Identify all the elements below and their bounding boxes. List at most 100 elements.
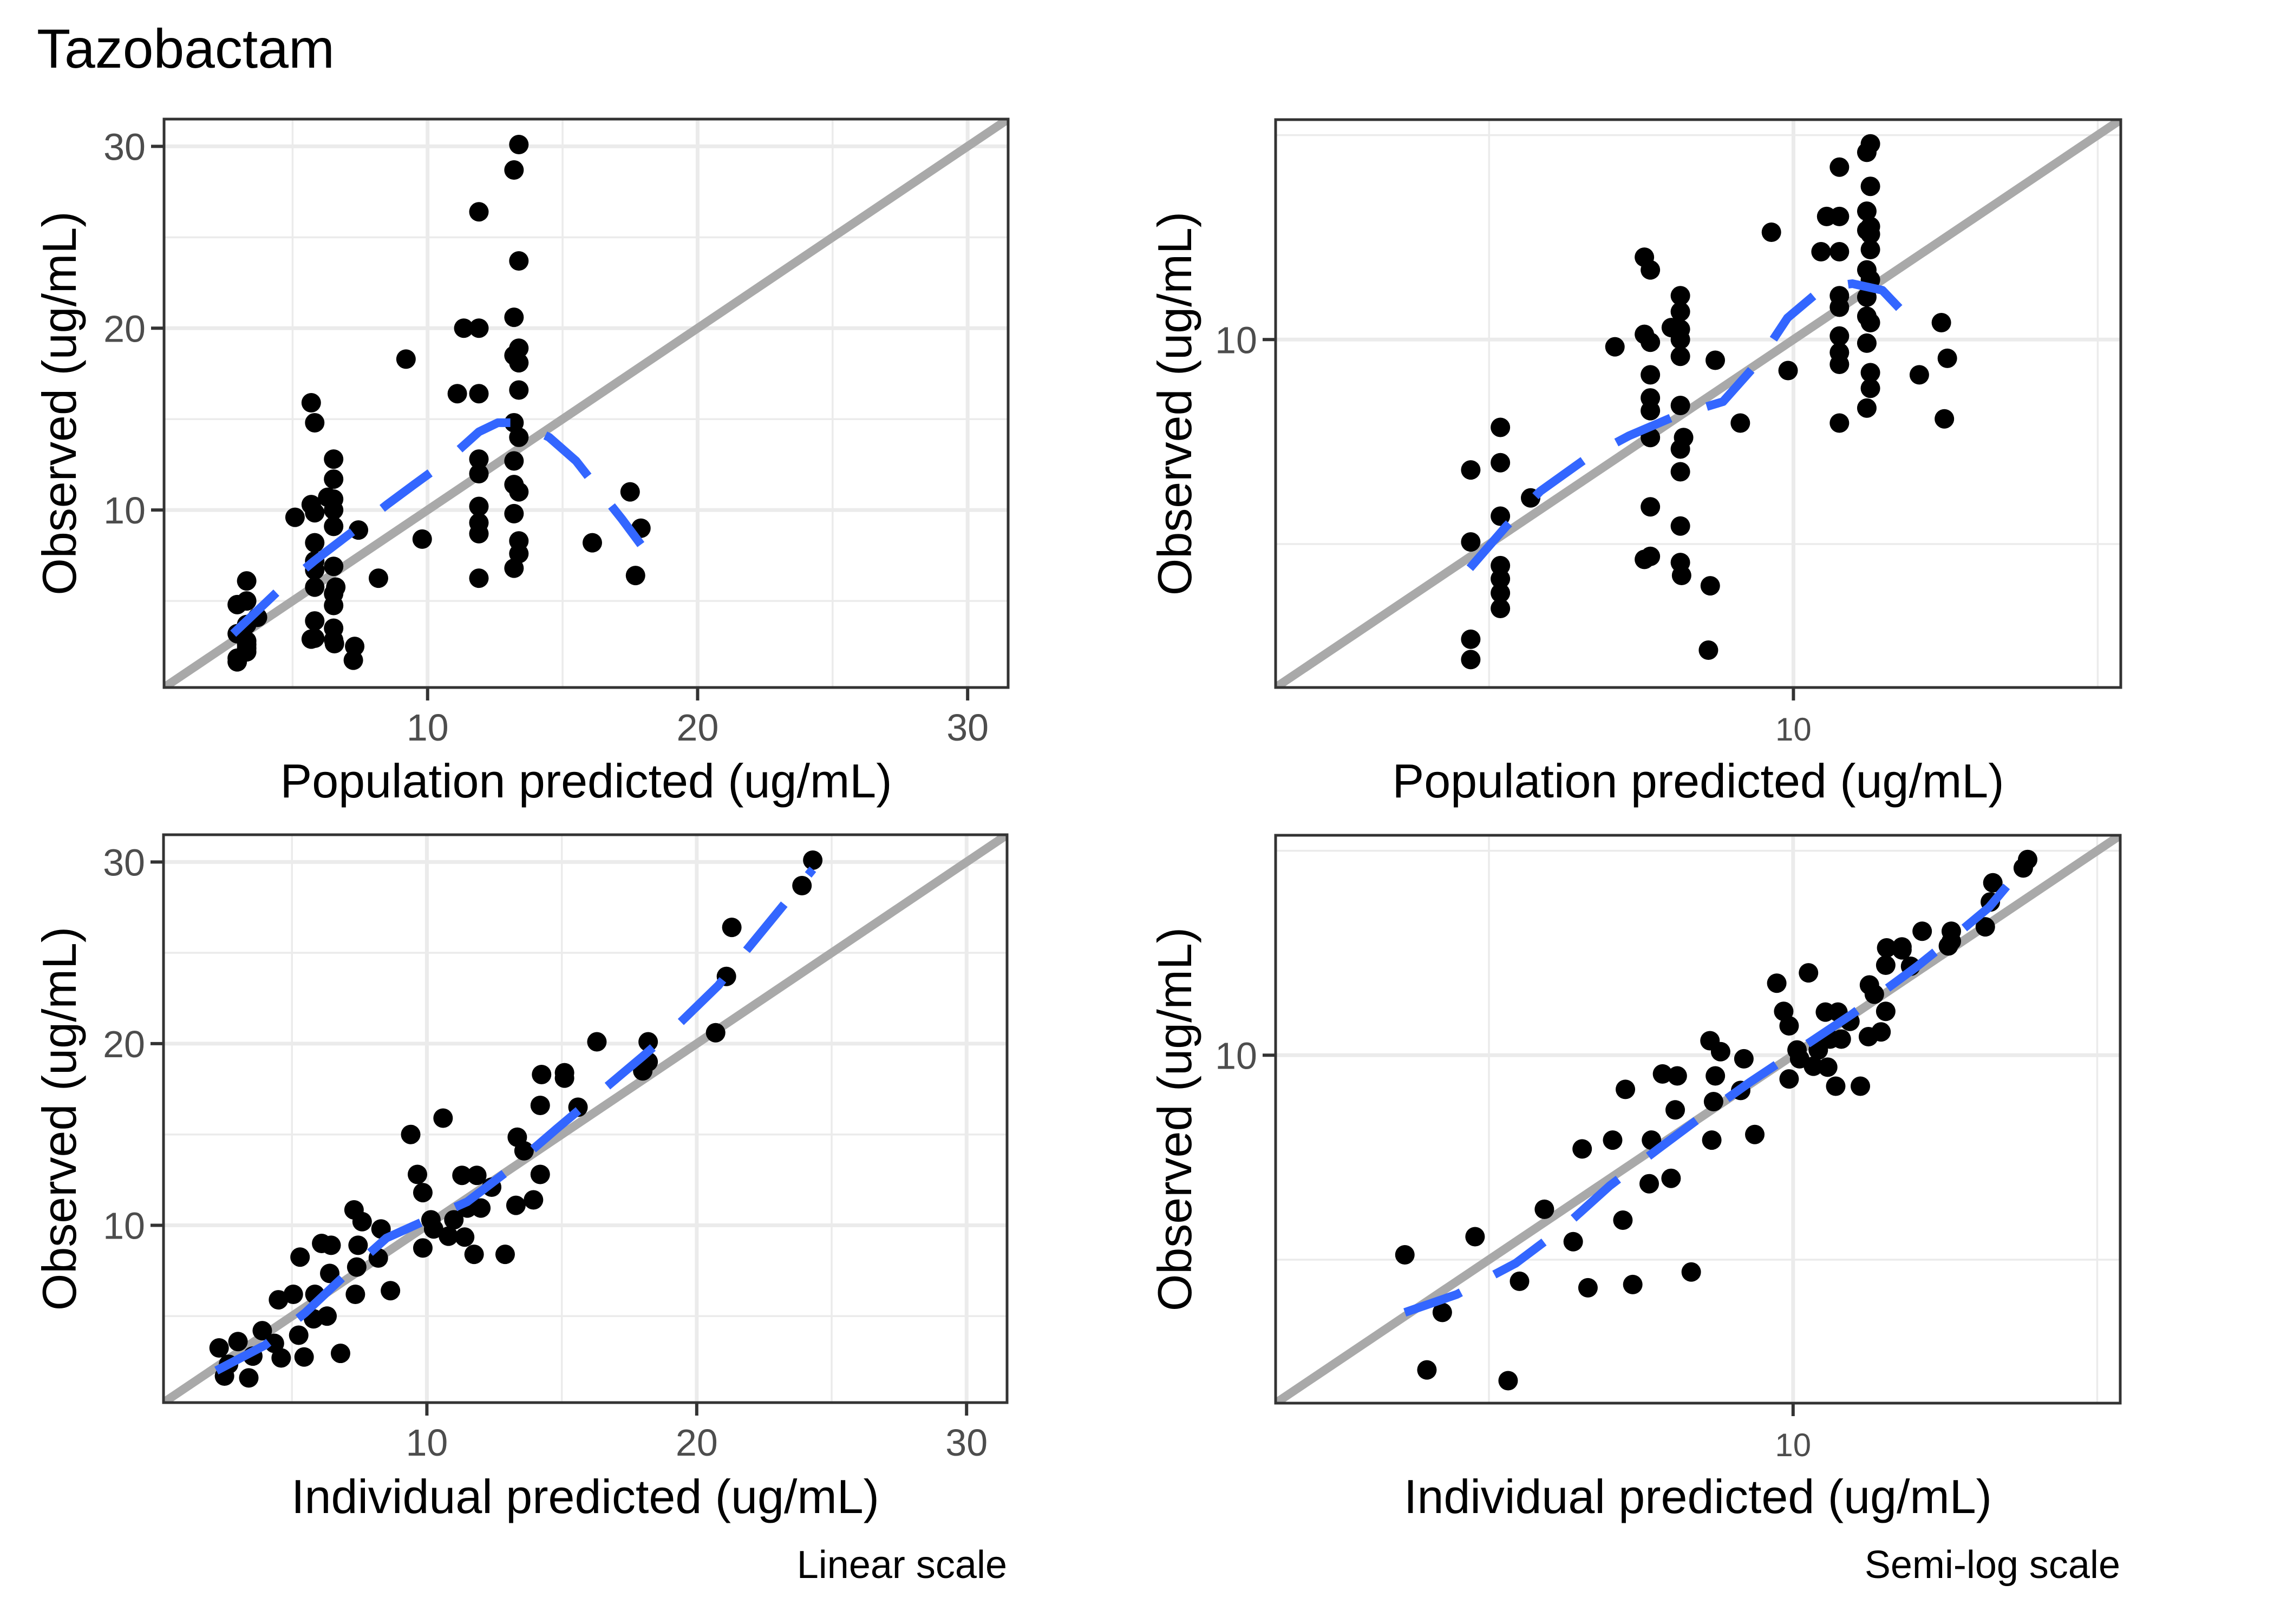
data-point — [1829, 241, 1850, 261]
data-point — [1498, 1371, 1518, 1391]
panel-ipred-linear: 10 20 30 10 20 30 Individual predicted (ug/mL)… — [32, 833, 1009, 1523]
x-tick-label: 20 — [676, 1422, 718, 1464]
data-point — [407, 1164, 427, 1184]
y-tick-label: 30 — [103, 841, 145, 883]
data-point — [469, 568, 489, 588]
smooth-trend-line — [214, 866, 816, 1374]
data-point — [439, 1226, 459, 1246]
data-point — [792, 875, 812, 895]
data-point — [1510, 1271, 1530, 1291]
data-point — [1975, 917, 1995, 937]
data-point — [1829, 413, 1850, 433]
data-point — [1864, 984, 1884, 1004]
data-point — [530, 1096, 550, 1116]
y-axis-title: Observed (ug/mL) — [32, 927, 86, 1311]
panel-border — [162, 117, 1010, 689]
data-point — [495, 1245, 515, 1265]
data-point — [1700, 576, 1720, 596]
identity-line — [1276, 120, 2121, 687]
data-point — [305, 412, 325, 433]
x-tick-label: 20 — [677, 706, 719, 749]
x-tick-label: 30 — [946, 706, 989, 749]
y-axis-title: Observed (ug/mL) — [1148, 927, 1201, 1311]
data-point — [237, 642, 257, 662]
data-point — [396, 349, 416, 369]
data-point — [237, 591, 257, 611]
data-point — [294, 1347, 314, 1367]
data-point — [1829, 157, 1850, 177]
smooth-trend-line — [1466, 279, 1921, 571]
data-point — [1909, 365, 1929, 385]
data-point — [464, 1245, 484, 1265]
data-point — [1491, 569, 1511, 589]
data-point — [1461, 532, 1481, 552]
data-point — [509, 482, 529, 502]
data-point — [412, 529, 432, 549]
data-point — [524, 1190, 544, 1210]
y-tick-label: 20 — [103, 1023, 145, 1065]
data-point — [469, 496, 489, 516]
x-tick-label: 10 — [407, 706, 449, 749]
data-point — [1876, 1001, 1896, 1021]
data-point — [1641, 365, 1661, 385]
data-point — [530, 1164, 550, 1184]
data-point — [433, 1108, 453, 1128]
data-point — [467, 1165, 487, 1186]
data-point — [1860, 176, 1880, 197]
data-point — [1860, 224, 1880, 244]
data-point — [1702, 1130, 1722, 1150]
data-point — [587, 1032, 607, 1052]
panel-border — [1274, 834, 2122, 1405]
data-point — [1799, 963, 1819, 983]
data-point — [504, 503, 524, 523]
data-point — [252, 1321, 272, 1341]
data-point — [1667, 1066, 1687, 1086]
data-point — [705, 1023, 726, 1043]
data-point — [1641, 401, 1661, 421]
data-point — [264, 1333, 284, 1353]
data-point — [301, 392, 321, 412]
data-point — [1706, 350, 1726, 370]
data-point — [1616, 1079, 1636, 1099]
data-point — [1931, 313, 1951, 333]
data-point — [1851, 1076, 1871, 1096]
data-point — [1623, 1274, 1643, 1294]
data-point — [1491, 599, 1511, 619]
data-point — [1877, 938, 1897, 958]
data-point — [1857, 142, 1877, 162]
data-point — [454, 318, 474, 338]
data-point — [1779, 1069, 1799, 1089]
smooth-trend-line — [1403, 858, 2031, 1317]
data-point — [1670, 439, 1690, 459]
x-tick-label: 10 — [1775, 711, 1812, 748]
data-point — [1767, 973, 1787, 993]
data-point — [345, 1284, 365, 1304]
y-axis-title: Observed (ug/mL) — [1148, 212, 1201, 595]
data-point — [509, 427, 529, 447]
data-point — [283, 1284, 303, 1304]
panel-border — [162, 833, 1009, 1404]
data-point — [469, 318, 489, 338]
data-point — [1761, 222, 1781, 243]
data-point — [285, 507, 305, 527]
data-point — [1803, 1056, 1824, 1076]
identity-line — [1276, 835, 2120, 1403]
data-point — [1818, 1057, 1838, 1077]
data-point — [469, 523, 489, 543]
data-point — [1935, 409, 1955, 429]
data-point — [504, 558, 524, 578]
data-point — [803, 850, 823, 870]
x-axis-title: Individual predicted (ug/mL) — [291, 1470, 879, 1523]
data-point — [239, 1368, 259, 1388]
data-point — [324, 595, 344, 615]
x-tick-label: 10 — [1775, 1427, 1811, 1463]
x-axis-title: Population predicted (ug/mL) — [280, 754, 892, 808]
data-point — [320, 1263, 340, 1284]
data-point — [554, 1068, 574, 1088]
data-point — [228, 1332, 248, 1352]
caption-linear-scale: Linear scale — [797, 1543, 1007, 1587]
data-point — [1563, 1232, 1583, 1252]
data-point — [343, 650, 363, 670]
data-point — [1534, 1199, 1554, 1219]
smooth-trend-line — [230, 418, 645, 637]
